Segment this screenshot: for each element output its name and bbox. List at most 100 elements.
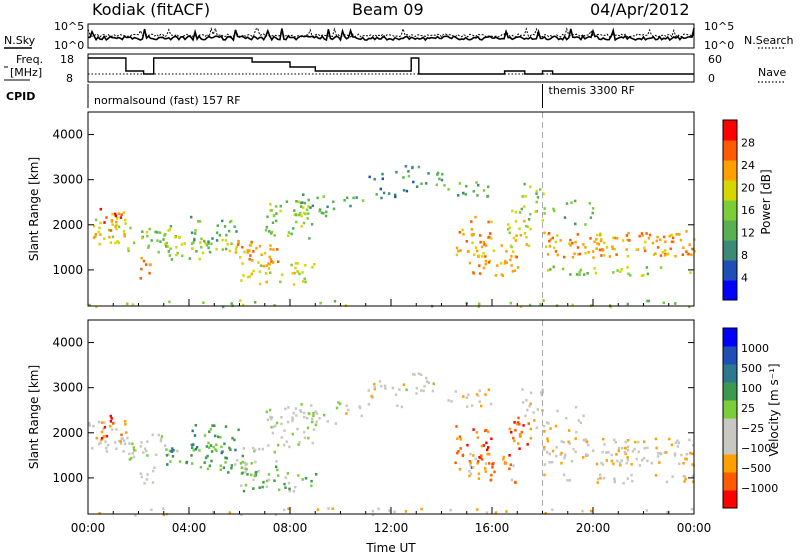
power-echo-cell-37	[110, 220, 114, 223]
power-echo-cell-213	[264, 228, 268, 232]
velocity-echo-cell-408	[517, 442, 520, 445]
velocity-echo-cell-250	[283, 443, 286, 447]
power-echo-cell-512	[611, 245, 614, 248]
velocity-echo-cell-489	[568, 442, 571, 445]
power-echo-cell-251	[273, 234, 276, 237]
velocity-echo-cell-10	[115, 447, 118, 450]
velocity-echo-cell-362	[476, 462, 479, 465]
power-cbar-frame	[722, 119, 738, 301]
velocity-echo-cell-205	[286, 472, 289, 475]
velocity-echo-cell-143	[243, 467, 246, 470]
velocity-echo-cell-285	[367, 403, 371, 406]
power-echo-cell-60	[127, 247, 130, 250]
power-echo-cell-15	[108, 228, 111, 232]
power-echo-cell-420	[536, 196, 540, 199]
velocity-echo-cell-122	[209, 444, 213, 447]
velocity-echo-cell-199	[253, 474, 256, 477]
velocity-echo-cell-429	[539, 391, 543, 394]
power-echo-cell-549	[688, 243, 691, 246]
velocity-echo-cell-227	[270, 416, 274, 419]
power-echo-cell-132	[233, 225, 236, 228]
velocity-echo-cell-240	[306, 426, 310, 430]
power-echo-cell-370	[487, 261, 491, 264]
velocity-echo-cell-523	[668, 437, 671, 441]
power-echo-cell-7	[123, 234, 126, 238]
power-echo-cell-577	[552, 207, 555, 211]
power-echo-cell-34	[105, 216, 108, 219]
power-echo-cell-554	[619, 270, 622, 273]
velocity-echo-cell-163	[275, 460, 278, 463]
velocity-echo-cell-83	[171, 455, 175, 458]
power-echo-cell-526	[616, 237, 619, 240]
velocity-echo-cell-539	[617, 449, 620, 453]
power-echo-cell-383	[515, 255, 518, 259]
power-echo-cell-426	[535, 189, 538, 193]
power-echo-cell-551	[578, 270, 581, 274]
velocity-echo-cell-126	[194, 424, 197, 427]
velocity-echo-cell-360	[488, 462, 491, 465]
power-echo-cell-124	[227, 229, 231, 233]
power-echo-cell-101	[165, 245, 168, 248]
power-echo-cell-76	[139, 277, 142, 280]
power-cbar-tick-5: 8	[741, 249, 748, 262]
velocity-echo-cell-219	[277, 443, 280, 447]
power-echo-cell-171	[249, 254, 252, 257]
power-echo-cell-226	[302, 206, 305, 209]
power-echo-cell-282	[394, 193, 397, 197]
velocity-echo-cell-431	[536, 408, 539, 411]
velocity-echo-cell-266	[291, 418, 294, 421]
power-echo-cell-595	[333, 299, 337, 303]
velocity-echoes	[88, 372, 695, 517]
velocity-echo-cell-576	[630, 473, 633, 477]
power-echo-cell-188	[267, 267, 271, 270]
velocity-echo-cell-217	[291, 419, 294, 423]
velocity-echo-cell-415	[510, 430, 513, 434]
power-echo-cell-260	[297, 213, 301, 217]
power-echo-cell-205	[296, 270, 300, 274]
velocity-echo-cell-353	[458, 435, 462, 439]
velocity-echo-cell-434	[528, 404, 531, 408]
velocity-echo-cell-331	[470, 466, 474, 469]
power-echo-cell-146	[250, 240, 253, 244]
velocity-echo-cell-118	[231, 436, 234, 440]
velocity-echo-cell-135	[209, 427, 213, 431]
power-cbar-swatch-6	[723, 160, 737, 181]
velocity-echo-cell-263	[315, 412, 319, 415]
velocity-echo-cell-626	[476, 508, 479, 511]
power-echo-cell-166	[237, 241, 240, 244]
velocity-echo-cell-397	[517, 416, 520, 420]
power-echo-cell-518	[545, 245, 548, 249]
velocity-cbar-tick-6: −500	[741, 462, 771, 475]
power-echo-cell-618	[662, 301, 665, 305]
velocity-echo-cell-284	[391, 386, 395, 390]
velocity-echo-cell-355	[491, 466, 494, 469]
power-cbar-swatch-2	[723, 240, 737, 261]
velocity-echo-cell-224	[280, 416, 283, 419]
velocity-echo-cell-274	[339, 402, 342, 406]
velocity-echo-cell-256	[326, 420, 329, 423]
velocity-echo-cell-259	[303, 411, 306, 415]
velocity-echo-cell-533	[677, 441, 681, 445]
velocity-echo-cell-12	[92, 424, 95, 428]
power-echo-cell-620	[202, 301, 205, 304]
power-echo-cell-592	[688, 305, 691, 309]
power-echo-cell-529	[599, 239, 603, 243]
velocity-echo-cell-595	[544, 512, 547, 515]
power-echo-cell-494	[656, 235, 659, 239]
power-echo-cell-381	[492, 249, 496, 252]
power-echo-cell-301	[420, 182, 423, 185]
velocity-echo-cell-342	[478, 456, 481, 459]
velocity-echo-cell-115	[178, 460, 182, 463]
power-echo-cell-298	[404, 165, 408, 168]
velocity-echo-cell-519	[612, 462, 615, 466]
power-echo-cell-499	[655, 239, 658, 243]
velocity-echo-cell-421	[529, 427, 532, 431]
velocity-echo-cell-189	[301, 478, 304, 481]
power-echo-cell-281	[412, 180, 415, 184]
velocity-echo-cell-453	[562, 440, 566, 444]
velocity-echo-cell-352	[488, 452, 491, 456]
power-echo-cell-218	[302, 221, 306, 225]
power-echo-cell-16	[94, 218, 98, 222]
velocity-echo-cell-563	[599, 473, 602, 476]
velocity-echo-cell-561	[654, 474, 658, 477]
